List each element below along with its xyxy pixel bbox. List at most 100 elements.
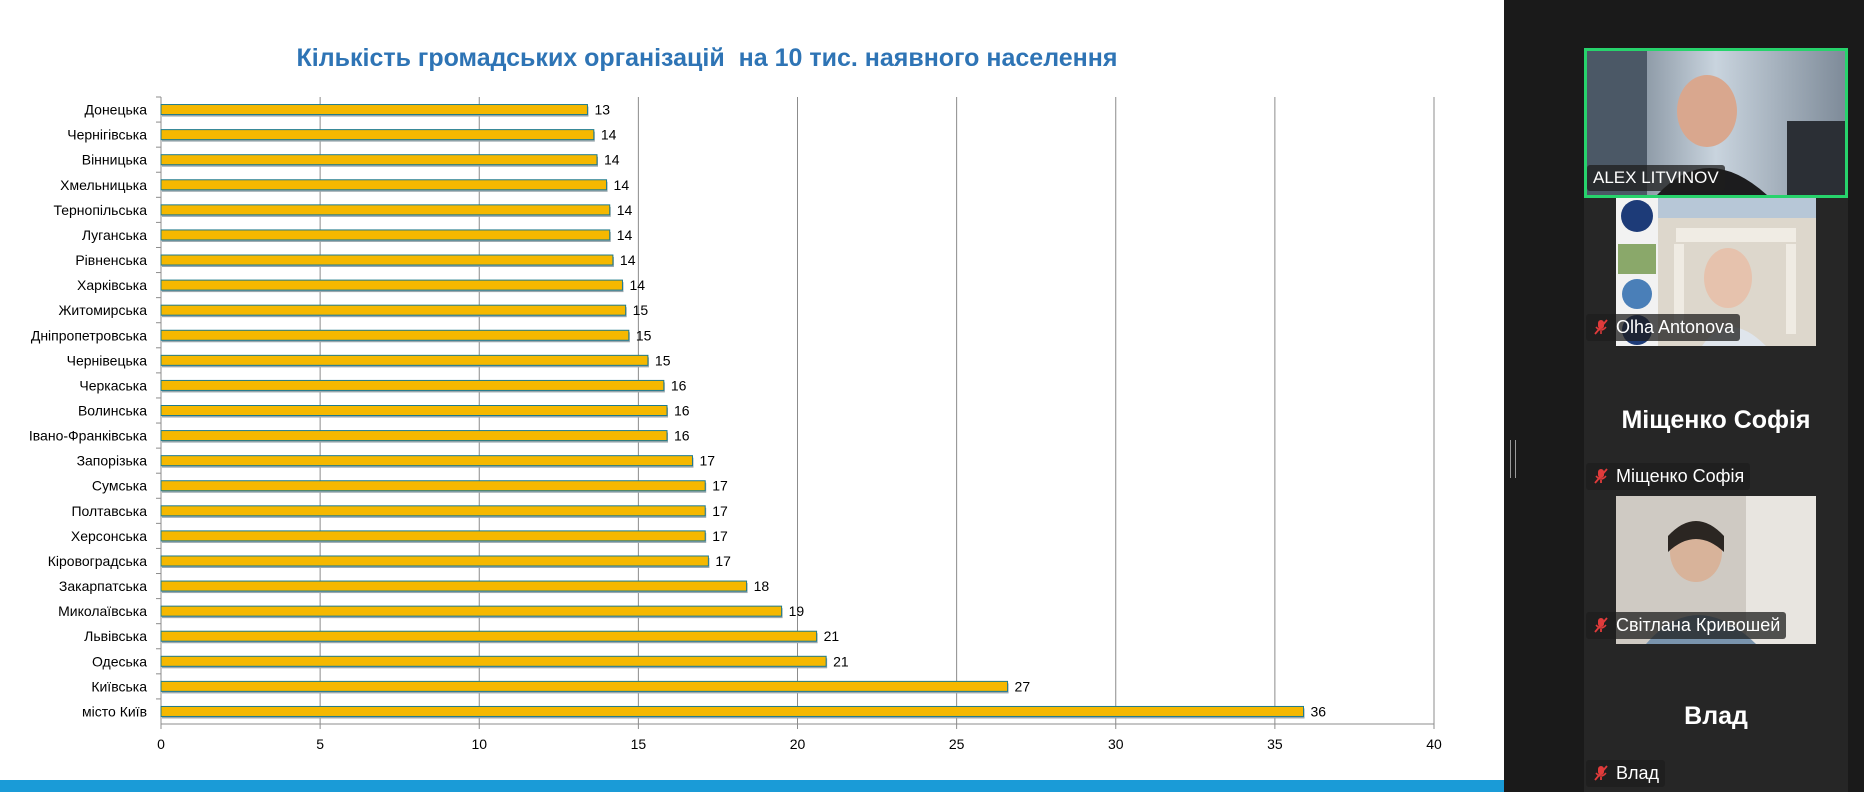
x-tick-label: 30 bbox=[1108, 736, 1124, 752]
bar bbox=[160, 254, 614, 266]
category-label: Закарпатська bbox=[59, 578, 147, 594]
data-label: 16 bbox=[671, 377, 687, 393]
participant-tile-alex-litvinov[interactable]: ALEX LITVINOV bbox=[1584, 48, 1848, 198]
data-label: 14 bbox=[601, 127, 617, 143]
data-label: 17 bbox=[712, 478, 728, 494]
data-label: 15 bbox=[636, 327, 652, 343]
mic-muted-icon bbox=[1592, 616, 1610, 634]
data-label: 14 bbox=[617, 202, 633, 218]
x-tick-label: 0 bbox=[157, 736, 165, 752]
category-label: Житомирська bbox=[58, 302, 147, 318]
category-label: Кіровоградська bbox=[48, 553, 147, 569]
category-label: Херсонська bbox=[71, 528, 147, 544]
category-label: Миколаївська bbox=[58, 603, 147, 619]
data-label: 14 bbox=[617, 227, 633, 243]
bar bbox=[160, 405, 668, 416]
category-label: Хмельницька bbox=[60, 177, 147, 193]
bar bbox=[160, 430, 668, 442]
category-label: Луганська bbox=[82, 227, 147, 243]
bar bbox=[160, 229, 611, 241]
bar bbox=[160, 304, 627, 316]
bar bbox=[160, 580, 748, 592]
participant-name: Olha Antonova bbox=[1586, 314, 1741, 341]
bar bbox=[160, 329, 630, 341]
category-label: Київська bbox=[91, 678, 147, 694]
data-label: 18 bbox=[754, 578, 770, 594]
category-label: Сумська bbox=[92, 478, 147, 494]
category-label: Чернігівська bbox=[67, 127, 147, 143]
participant-display-name: Міщенко Софія bbox=[1621, 406, 1811, 434]
participant-name: Міщенко Софія bbox=[1586, 463, 1751, 490]
data-label: 13 bbox=[594, 102, 610, 118]
mic-muted-icon bbox=[1592, 318, 1610, 336]
participant-tile-olha-antonova[interactable]: Olha Antonova bbox=[1584, 198, 1848, 348]
data-label: 15 bbox=[655, 352, 671, 368]
data-label: 21 bbox=[824, 628, 840, 644]
bar bbox=[160, 630, 818, 642]
slide-bottom-bar bbox=[0, 780, 1504, 792]
mic-muted-icon bbox=[1592, 764, 1610, 782]
bar bbox=[160, 505, 706, 517]
data-label: 17 bbox=[699, 453, 715, 469]
data-label: 16 bbox=[674, 428, 690, 444]
bar bbox=[160, 455, 693, 467]
bar bbox=[160, 480, 706, 492]
data-label: 27 bbox=[1015, 678, 1031, 694]
category-label: Одеська bbox=[92, 653, 147, 669]
bar bbox=[160, 129, 595, 141]
x-tick-label: 15 bbox=[631, 736, 647, 752]
participant-tile-svitlana-kryvoshei[interactable]: Світлана Кривошей bbox=[1584, 496, 1848, 644]
category-label: Тернопільська bbox=[53, 202, 147, 218]
data-label: 36 bbox=[1311, 703, 1327, 719]
category-label: Черкаська bbox=[79, 377, 147, 393]
category-label: Рівненська bbox=[75, 252, 147, 268]
bar-chart: 0 5 10 15 20 25 30 35 40 Донецька 13 Чернігівська 14… bbox=[29, 96, 1442, 752]
bar bbox=[160, 605, 783, 617]
bar bbox=[160, 204, 611, 216]
data-label: 14 bbox=[604, 152, 620, 168]
shared-slide: Кількість громадських організацій на 10 … bbox=[0, 0, 1504, 792]
x-tick-label: 5 bbox=[316, 736, 324, 752]
category-label: Чернівецька bbox=[67, 352, 148, 368]
category-label: Донецька bbox=[85, 102, 148, 118]
x-tick-label: 40 bbox=[1426, 736, 1442, 752]
participant-name: Влад bbox=[1586, 760, 1666, 787]
bar bbox=[160, 530, 706, 542]
bar bbox=[160, 104, 588, 116]
bar bbox=[160, 379, 665, 391]
bar bbox=[160, 655, 827, 667]
bar bbox=[160, 279, 623, 291]
bar bbox=[160, 555, 709, 567]
x-tick-label: 35 bbox=[1267, 736, 1283, 752]
category-label: Дніпропетровська bbox=[31, 327, 147, 343]
bar bbox=[160, 354, 649, 366]
mic-muted-icon bbox=[1592, 467, 1610, 485]
participant-tile-mishchenko-sofiia[interactable]: Міщенко Софія Міщенко Софія bbox=[1584, 348, 1848, 496]
category-label: Івано-Франківська bbox=[29, 428, 147, 444]
data-label: 15 bbox=[633, 302, 649, 318]
data-label: 16 bbox=[674, 403, 690, 419]
bar bbox=[160, 680, 1009, 692]
data-label: 14 bbox=[620, 252, 636, 268]
data-label: 14 bbox=[629, 277, 645, 293]
category-label: Харківська bbox=[77, 277, 147, 293]
data-label: 14 bbox=[614, 177, 630, 193]
chart-title: Кількість громадських організацій на 10 … bbox=[296, 44, 1118, 72]
data-label: 17 bbox=[712, 503, 728, 519]
category-label: Львівська bbox=[84, 628, 147, 644]
participant-gallery: ALEX LITVINOV Olha Antonova Міщенко Софі… bbox=[1584, 48, 1848, 792]
data-label: 17 bbox=[712, 528, 728, 544]
bar bbox=[160, 705, 1305, 717]
participant-name: ALEX LITVINOV bbox=[1587, 165, 1725, 191]
category-label: Полтавська bbox=[71, 503, 147, 519]
panel-resize-handle[interactable] bbox=[1510, 440, 1516, 478]
bar bbox=[160, 154, 598, 166]
bar bbox=[160, 179, 608, 191]
category-label: місто Київ bbox=[82, 703, 147, 719]
participant-display-name: Влад bbox=[1684, 702, 1748, 730]
x-tick-label: 25 bbox=[949, 736, 965, 752]
category-label: Запорізька bbox=[77, 453, 148, 469]
category-label: Вінницька bbox=[82, 152, 147, 168]
data-label: 21 bbox=[833, 653, 849, 669]
participant-tile-vlad[interactable]: Влад Влад bbox=[1584, 644, 1848, 792]
